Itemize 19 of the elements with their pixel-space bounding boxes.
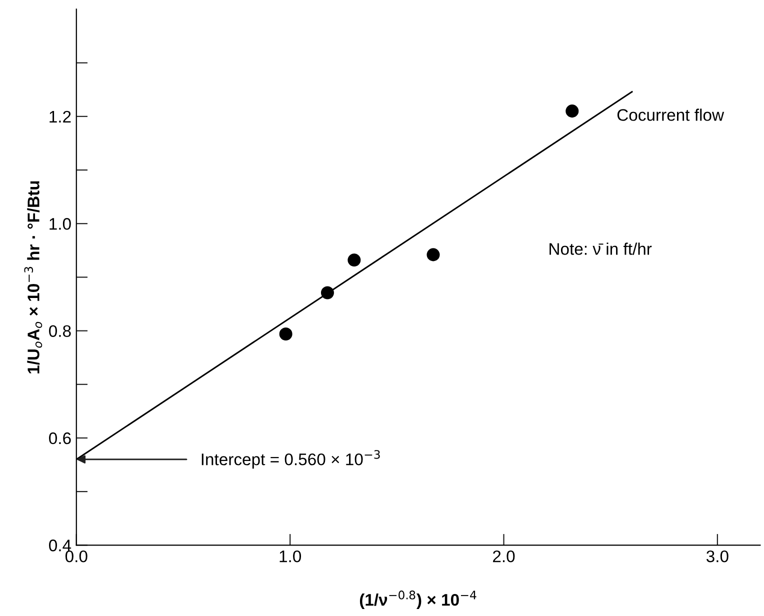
x-tick-label: 2.0	[493, 550, 515, 562]
y-axis-title: 1/U$_{o}$A$_{o}$ × 10$^{−3}$ hr · °F/Btu	[24, 181, 42, 374]
point	[348, 254, 361, 267]
point	[320, 286, 334, 300]
y-tick-label: 0.4	[49, 540, 72, 552]
y-tick-label: 0.6	[49, 432, 71, 444]
x-tick-label: 0.0	[65, 550, 88, 562]
point	[426, 248, 440, 262]
point	[279, 328, 292, 341]
x-axis-title: (1/ν$^{−0.8}$) × 10$^{−4}$	[360, 590, 476, 610]
annotation: Intercept = 0.560 × 10$^{−3}$	[202, 450, 380, 469]
x-tick-label: 1.0	[280, 550, 302, 562]
y-tick-label: 0.8	[49, 325, 71, 337]
x-tick-label: 3.0	[706, 550, 728, 562]
annotation: Cocurrent flow	[617, 108, 724, 121]
y-tick-label: 1.0	[50, 218, 71, 230]
point	[566, 104, 579, 118]
annotation: Note: ν̄ in ft/hr	[550, 242, 652, 255]
y-tick-label: 1.2	[50, 110, 71, 122]
